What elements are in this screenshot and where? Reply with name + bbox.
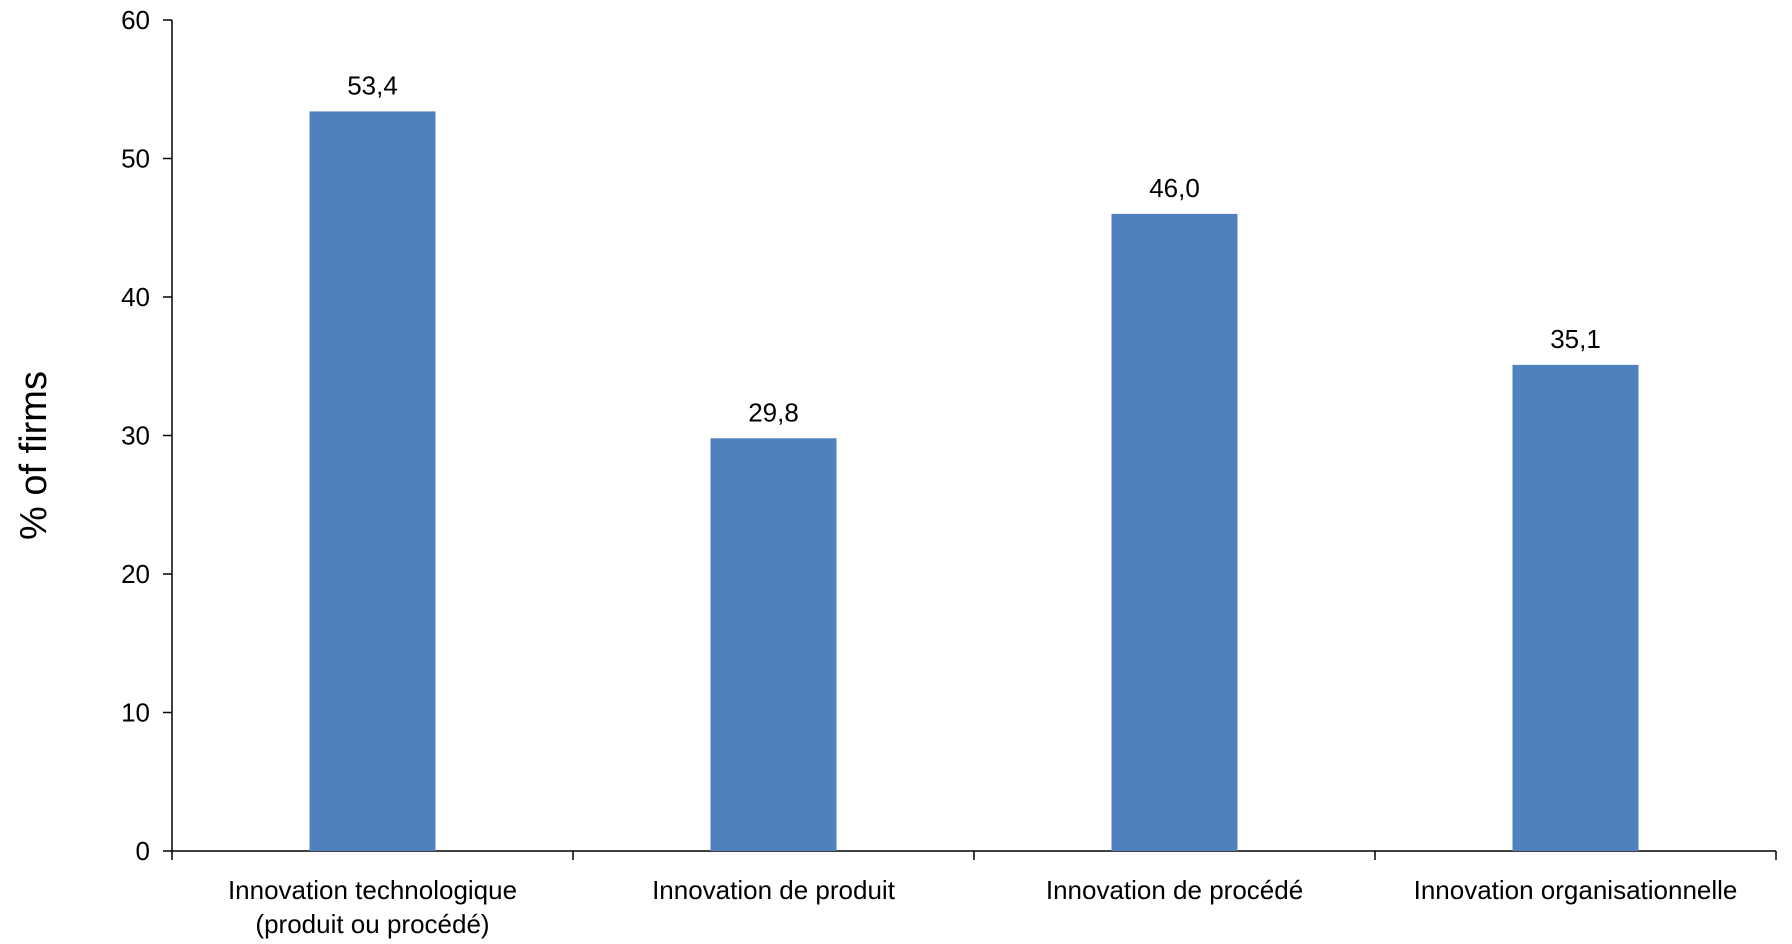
- y-tick-label: 30: [121, 421, 150, 451]
- y-tick-label: 40: [121, 282, 150, 312]
- x-category-label: Innovation organisationnelle: [1414, 875, 1738, 905]
- y-tick-label: 60: [121, 5, 150, 35]
- bar-value-label: 53,4: [347, 70, 398, 100]
- bar: [710, 438, 837, 851]
- x-axis: [171, 850, 1777, 860]
- y-tick-label: 10: [121, 698, 150, 728]
- y-tick-label: 50: [121, 144, 150, 174]
- y-tick-label: 0: [136, 836, 150, 866]
- y-axis-title: % of firms: [13, 371, 55, 540]
- category-labels: Innovation technologique (produit ou proc…: [228, 875, 1737, 939]
- bar-value-label: 35,1: [1550, 324, 1601, 354]
- x-category-label: Innovation technologique: [228, 875, 517, 905]
- y-tick-label: 20: [121, 559, 150, 589]
- bar: [1111, 213, 1238, 851]
- bar-value-label: 46,0: [1149, 173, 1200, 203]
- x-category-label: Innovation de procédé: [1046, 875, 1303, 905]
- bar: [309, 111, 436, 851]
- bar-value-label: 29,8: [748, 397, 799, 427]
- x-category-label: (produit ou procédé): [255, 909, 489, 939]
- y-axis: 0 10 20 30 40 50 60: [121, 5, 173, 866]
- x-category-label: Innovation de produit: [652, 875, 896, 905]
- data-labels: 53,4 29,8 46,0 35,1: [347, 70, 1601, 427]
- bar: [1512, 364, 1639, 851]
- bars: [309, 111, 1639, 851]
